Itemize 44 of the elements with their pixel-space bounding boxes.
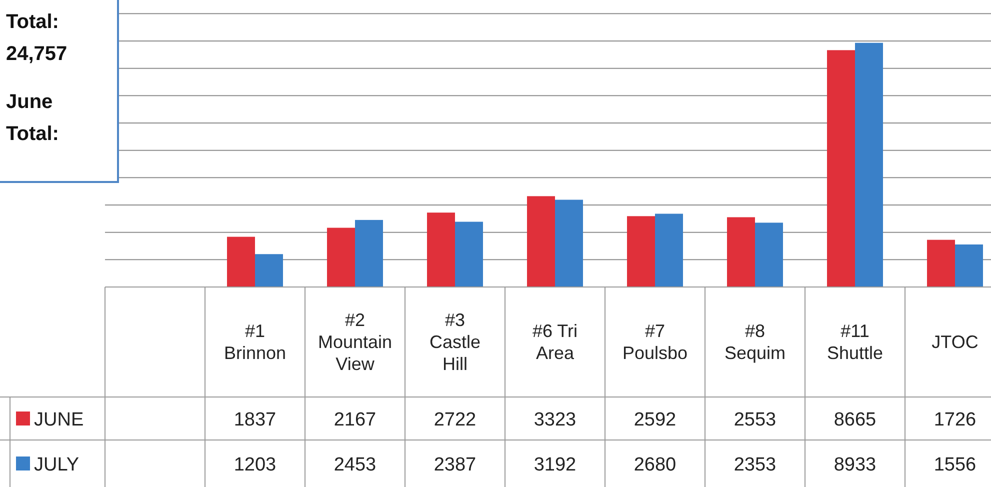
data-label: 3323 <box>534 410 576 430</box>
data-label: 2553 <box>734 410 776 430</box>
data-label: 2387 <box>434 454 476 476</box>
x-tick-label: #7 Poulsbo <box>622 321 688 363</box>
data-label: 2453 <box>334 454 376 476</box>
data-label: 8665 <box>834 410 876 430</box>
bar <box>455 222 483 287</box>
text: Total: 24,757 <box>6 11 68 65</box>
bar <box>555 200 583 287</box>
x-tick-label: #8 Sequim <box>724 321 786 363</box>
data-label: 1203 <box>234 454 276 476</box>
data-label: 1837 <box>234 410 276 430</box>
x-tick-label: #3 Castle Hill <box>429 310 481 374</box>
bar <box>827 50 855 287</box>
bar <box>327 228 355 287</box>
bar <box>955 244 983 287</box>
x-tick-label: #6 Tri Area <box>532 321 578 363</box>
x-tick-label: #1 Brinnon <box>224 321 286 363</box>
x-tick-label: #11 Shuttle <box>826 321 884 363</box>
data-label: 8933 <box>834 454 876 476</box>
data-label: 2680 <box>634 454 676 476</box>
bar <box>655 214 683 287</box>
legend-label: JUNE <box>34 410 84 430</box>
bar <box>427 212 455 287</box>
bar <box>855 42 883 287</box>
data-label: 2592 <box>634 410 676 430</box>
data-label: 1726 <box>934 410 976 430</box>
data-label: 2722 <box>434 410 476 430</box>
data-label: 2167 <box>334 410 376 430</box>
data-label: 2353 <box>734 454 776 476</box>
bar <box>927 240 955 287</box>
data-label: 3192 <box>534 454 576 476</box>
bar <box>755 222 783 287</box>
x-tick-label: #2 Mountain View <box>318 310 392 374</box>
bar <box>255 254 283 287</box>
x-tick-label: JTOC <box>932 332 978 352</box>
data-label: 1556 <box>934 454 976 476</box>
bar <box>355 220 383 287</box>
text: June Total: <box>6 91 59 145</box>
bar <box>727 217 755 287</box>
bar <box>527 196 555 287</box>
bar <box>227 236 255 287</box>
bar <box>627 216 655 287</box>
legend-label: JULY <box>34 454 80 476</box>
